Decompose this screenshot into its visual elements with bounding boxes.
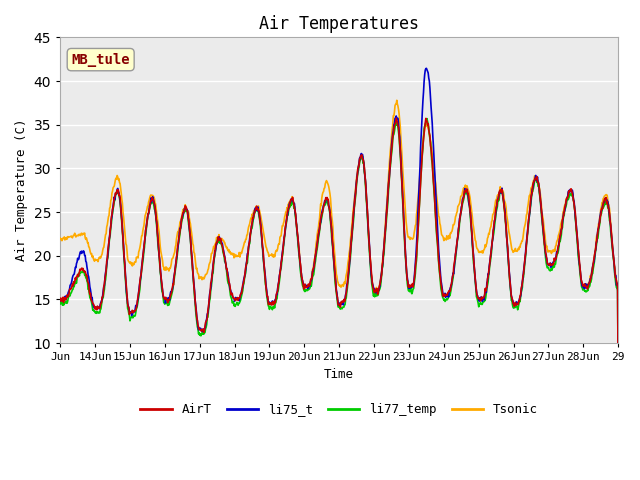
li77_temp bbox=[423, 116, 431, 121]
Tsonic bbox=[56, 235, 64, 241]
AirT bbox=[516, 292, 524, 298]
li77_temp bbox=[122, 283, 130, 288]
AirT bbox=[307, 282, 314, 288]
li77_temp bbox=[371, 293, 379, 299]
Line: li75_t: li75_t bbox=[60, 68, 618, 429]
Tsonic bbox=[393, 97, 401, 103]
Line: Tsonic: Tsonic bbox=[60, 100, 618, 430]
Text: MB_tule: MB_tule bbox=[72, 53, 130, 67]
Tsonic bbox=[614, 427, 622, 432]
Tsonic bbox=[516, 241, 524, 247]
AirT bbox=[371, 288, 379, 294]
Tsonic bbox=[307, 281, 314, 287]
li75_t bbox=[516, 293, 524, 299]
Legend: AirT, li75_t, li77_temp, Tsonic: AirT, li75_t, li77_temp, Tsonic bbox=[136, 398, 543, 421]
li75_t bbox=[371, 288, 379, 294]
AirT bbox=[392, 115, 400, 121]
AirT bbox=[122, 278, 130, 284]
li75_t bbox=[56, 298, 64, 304]
li77_temp bbox=[307, 285, 314, 290]
li75_t bbox=[614, 426, 622, 432]
AirT bbox=[56, 298, 64, 304]
li77_temp bbox=[516, 294, 524, 300]
AirT bbox=[614, 430, 622, 436]
li77_temp bbox=[439, 295, 447, 300]
li77_temp bbox=[93, 310, 101, 316]
Tsonic bbox=[371, 287, 379, 293]
Tsonic bbox=[122, 241, 130, 247]
AirT bbox=[439, 293, 447, 299]
li77_temp bbox=[56, 301, 64, 307]
AirT bbox=[93, 303, 101, 309]
li75_t bbox=[422, 65, 430, 71]
Tsonic bbox=[93, 257, 101, 263]
li75_t bbox=[439, 289, 447, 295]
Title: Air Temperatures: Air Temperatures bbox=[259, 15, 419, 33]
li75_t bbox=[307, 279, 314, 285]
li75_t bbox=[93, 304, 101, 310]
Line: AirT: AirT bbox=[60, 118, 618, 433]
li77_temp bbox=[614, 427, 622, 432]
Line: li77_temp: li77_temp bbox=[60, 119, 618, 430]
li75_t bbox=[122, 279, 130, 285]
X-axis label: Time: Time bbox=[324, 368, 354, 381]
Tsonic bbox=[439, 233, 447, 239]
Y-axis label: Air Temperature (C): Air Temperature (C) bbox=[15, 119, 28, 262]
